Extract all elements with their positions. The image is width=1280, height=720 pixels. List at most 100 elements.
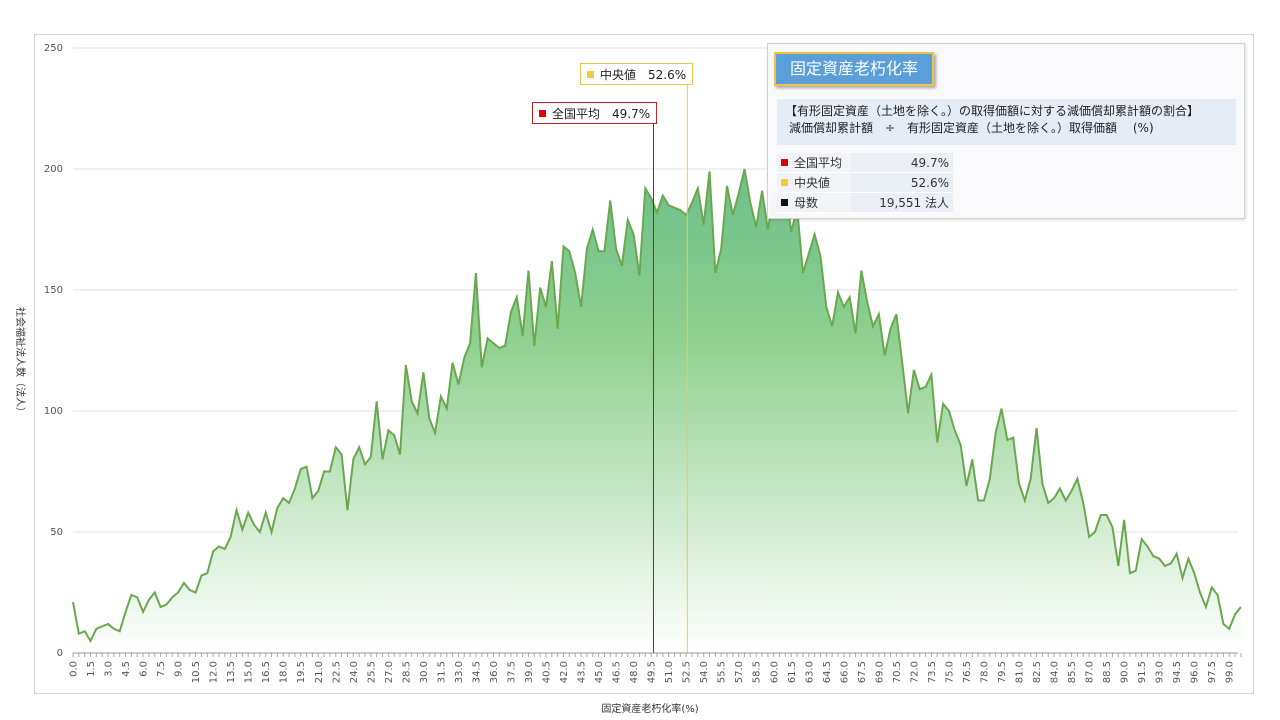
info-panel-title: 固定資産老朽化率 xyxy=(774,52,935,86)
marker-lines xyxy=(652,74,688,653)
x-tick-label: 88.5 xyxy=(1102,661,1113,683)
x-tick-label: 90.0 xyxy=(1120,661,1131,683)
stats-label-cell: 中央値 xyxy=(777,172,851,193)
x-tick-label: 39.0 xyxy=(524,661,535,683)
national-average-label-text: 全国平均 49.7% xyxy=(552,107,651,121)
y-axis-title: 社会福祉法人数（法人） xyxy=(14,307,27,417)
x-tick-label: 73.5 xyxy=(927,661,938,683)
x-tick-label: 81.0 xyxy=(1015,661,1026,683)
x-tick-label: 4.5 xyxy=(121,661,132,677)
stats-label: 母数 xyxy=(794,196,819,210)
x-tick-label: 76.5 xyxy=(962,661,973,683)
x-tick-label: 51.0 xyxy=(664,661,675,683)
x-tick-label: 46.5 xyxy=(612,661,623,683)
x-tick-label: 79.5 xyxy=(997,661,1008,683)
x-tick-label: 60.0 xyxy=(769,661,780,683)
x-tick-label: 91.5 xyxy=(1137,661,1148,683)
x-tick-label: 58.5 xyxy=(752,661,763,683)
stats-row-median: 中央値 52.6% xyxy=(777,172,953,193)
x-tick-label: 37.5 xyxy=(506,661,517,683)
info-panel-description: 【有形固定資産（土地を除く。）の取得価額に対する減価償却累計額の割合】 減価償却… xyxy=(777,99,1236,145)
stats-label-cell: 母数 xyxy=(777,192,851,213)
stats-label-cell: 全国平均 xyxy=(777,153,851,173)
x-tick-label: 78.0 xyxy=(979,661,990,683)
x-tick-label: 97.5 xyxy=(1207,661,1218,683)
x-tick-label: 54.0 xyxy=(699,661,710,683)
black-square-icon xyxy=(781,199,788,206)
x-tick-label: 57.0 xyxy=(734,661,745,683)
x-tick-label: 96.0 xyxy=(1190,661,1201,683)
red-square-icon xyxy=(781,159,788,166)
stats-label: 中央値 xyxy=(794,176,831,190)
x-tick-label: 70.5 xyxy=(892,661,903,683)
x-tick-label: 28.5 xyxy=(401,661,412,683)
y-tick-label: 150 xyxy=(44,285,63,296)
median-marker-label: 中央値 52.6% xyxy=(580,63,694,85)
x-tick-label: 63.0 xyxy=(804,661,815,683)
x-tick-label: 55.5 xyxy=(717,661,728,683)
stats-table: 全国平均 49.7% 中央値 52.6% 母数 19,551 法人 xyxy=(777,153,953,213)
x-tick-label: 3.0 xyxy=(104,661,115,677)
x-tick-label: 24.0 xyxy=(349,661,360,683)
x-tick-label: 25.5 xyxy=(366,661,377,683)
x-tick-label: 85.5 xyxy=(1067,661,1078,683)
x-tick-label: 18.0 xyxy=(279,661,290,683)
yellow-square-icon xyxy=(587,71,594,78)
y-tick-label: 100 xyxy=(44,406,63,417)
distribution-line xyxy=(72,168,1242,643)
y-tick-label: 200 xyxy=(44,164,63,175)
stats-row-count: 母数 19,551 法人 xyxy=(777,192,953,213)
x-tick-label: 52.5 xyxy=(682,661,693,683)
x-tick-label: 69.0 xyxy=(874,661,885,683)
x-tick-label: 0.0 xyxy=(69,661,80,677)
x-axis-title: 固定資産老朽化率(%) xyxy=(601,702,698,715)
red-square-icon xyxy=(539,110,546,117)
stats-value: 52.6% xyxy=(851,172,953,193)
x-tick-label: 10.5 xyxy=(191,661,202,683)
x-tick-label: 99.0 xyxy=(1225,661,1236,683)
x-tick-label: 87.0 xyxy=(1085,661,1096,683)
x-tick-label: 43.5 xyxy=(577,661,588,683)
x-tick-label: 30.0 xyxy=(419,661,430,683)
x-tick-label: 49.5 xyxy=(647,661,658,683)
x-tick-label: 21.0 xyxy=(314,661,325,683)
x-tick-label: 67.5 xyxy=(857,661,868,683)
x-tick-label: 12.0 xyxy=(209,661,220,683)
yellow-square-icon xyxy=(781,179,788,186)
x-tick-label: 75.0 xyxy=(944,661,955,683)
x-tick-label: 66.0 xyxy=(839,661,850,683)
y-tick-label: 0 xyxy=(57,648,63,659)
x-tick-label: 34.5 xyxy=(471,661,482,683)
x-tick-label: 48.0 xyxy=(629,661,640,683)
y-tick-label: 50 xyxy=(50,527,63,538)
x-tick-label: 31.5 xyxy=(436,661,447,683)
x-tick-label: 13.5 xyxy=(226,661,237,683)
x-tick-label: 42.0 xyxy=(559,661,570,683)
x-tick-label: 40.5 xyxy=(542,661,553,683)
x-tick-label: 82.5 xyxy=(1032,661,1043,683)
x-tick-label: 6.0 xyxy=(139,661,150,677)
info-panel: 固定資産老朽化率 【有形固定資産（土地を除く。）の取得価額に対する減価償却累計額… xyxy=(767,43,1245,219)
x-tick-label: 45.0 xyxy=(594,661,605,683)
x-tick-label: 7.5 xyxy=(156,661,167,677)
y-tick-label: 250 xyxy=(44,43,63,54)
median-label-text: 中央値 52.6% xyxy=(600,68,687,82)
x-tick-label: 94.5 xyxy=(1172,661,1183,683)
x-tick-label: 84.0 xyxy=(1050,661,1061,683)
x-tick-label: 36.0 xyxy=(489,661,500,683)
x-tick-label: 93.0 xyxy=(1155,661,1166,683)
x-tick-label: 9.0 xyxy=(174,661,185,677)
x-tick-label: 15.0 xyxy=(244,661,255,683)
x-tick-label: 61.5 xyxy=(787,661,798,683)
stats-label: 全国平均 xyxy=(794,156,843,170)
x-tick-label: 33.0 xyxy=(454,661,465,683)
x-tick-label: 72.0 xyxy=(909,661,920,683)
distribution-area xyxy=(73,169,1241,653)
x-tick-label: 27.0 xyxy=(384,661,395,683)
x-tick-label: 22.5 xyxy=(331,661,342,683)
stats-row-average: 全国平均 49.7% xyxy=(777,153,953,173)
y-axis-ticks: 0 50 100 150 200 250 xyxy=(44,43,63,659)
x-tick-label: 1.5 xyxy=(86,661,97,677)
stats-value: 49.7% xyxy=(851,153,953,173)
